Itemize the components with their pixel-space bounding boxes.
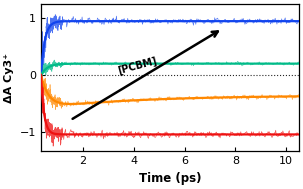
X-axis label: Time (ps): Time (ps) [139,172,201,185]
Text: [PCBM]: [PCBM] [117,56,158,76]
Y-axis label: ΔA Cy3⁺: ΔA Cy3⁺ [4,53,14,103]
